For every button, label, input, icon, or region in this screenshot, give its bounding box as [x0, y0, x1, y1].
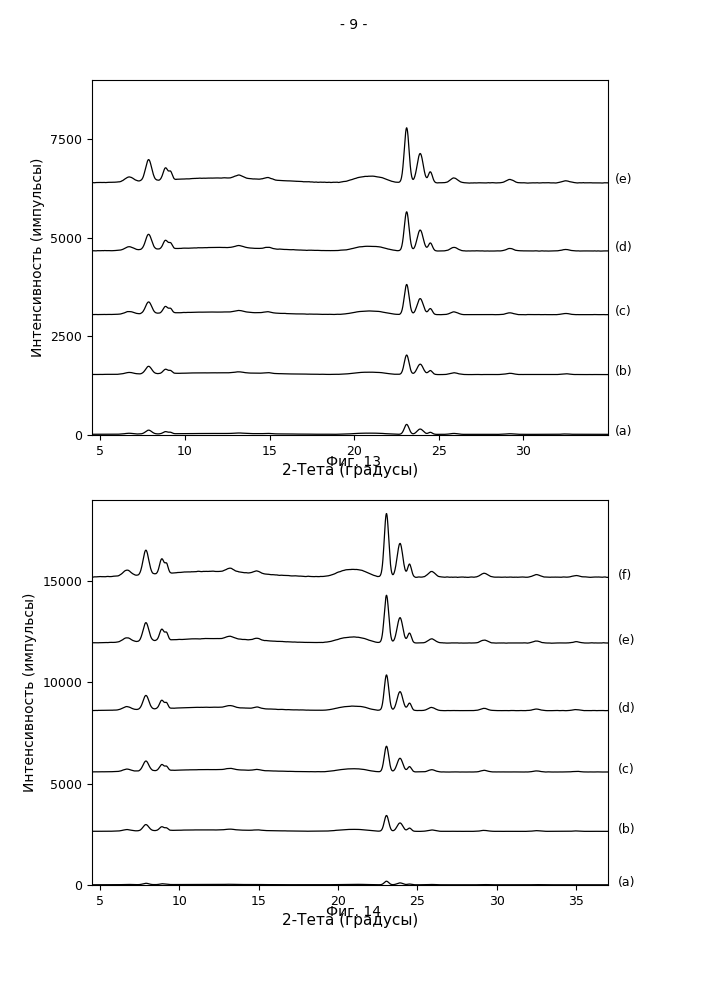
- Text: (b): (b): [615, 365, 633, 378]
- Text: (a): (a): [617, 876, 635, 889]
- Text: Фиг. 14: Фиг. 14: [326, 905, 381, 919]
- Text: (c): (c): [617, 763, 634, 776]
- Text: (c): (c): [615, 305, 631, 318]
- Text: (d): (d): [617, 702, 636, 715]
- X-axis label: 2-Тета (градусы): 2-Тета (градусы): [282, 463, 418, 478]
- Text: Фиг. 13: Фиг. 13: [326, 455, 381, 469]
- Text: (e): (e): [617, 634, 635, 647]
- Text: (f): (f): [617, 569, 632, 582]
- Text: (b): (b): [617, 823, 635, 836]
- Text: (e): (e): [615, 173, 632, 186]
- Text: (d): (d): [615, 241, 633, 254]
- Y-axis label: Интенсивность (импульсы): Интенсивность (импульсы): [30, 158, 45, 357]
- Text: (a): (a): [615, 425, 632, 438]
- X-axis label: 2-Тета (градусы): 2-Тета (градусы): [282, 913, 418, 928]
- Text: - 9 -: - 9 -: [340, 18, 367, 32]
- Y-axis label: Интенсивность (импульсы): Интенсивность (импульсы): [23, 593, 37, 792]
